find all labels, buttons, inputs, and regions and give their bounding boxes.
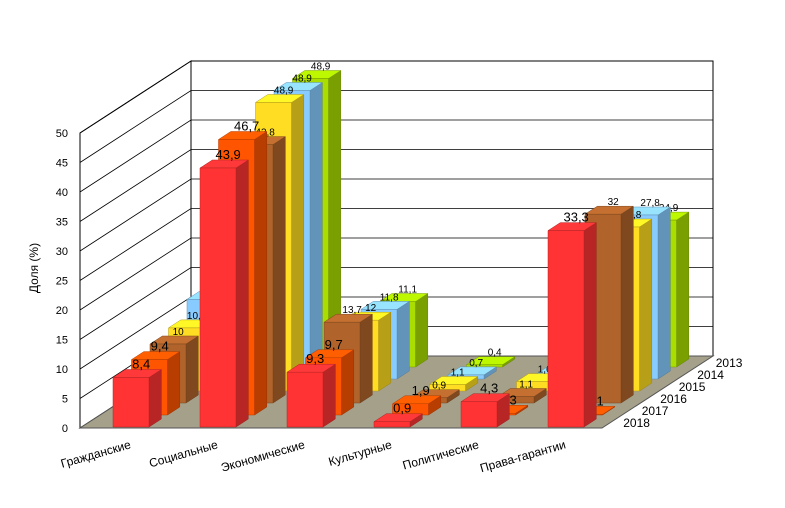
- data-label: 0,9: [393, 401, 411, 416]
- y-axis-label: Доля (%): [27, 243, 41, 293]
- x-axis-categories: Гражданские Социальные Экономические Культу…: [59, 437, 567, 475]
- data-label: 1,9: [412, 383, 430, 398]
- data-label: 1,1: [519, 380, 533, 391]
- y-tick-label: 50: [56, 128, 68, 140]
- category-label: Гражданские: [59, 437, 133, 470]
- data-label: 9,3: [306, 351, 324, 366]
- data-label: 10,7: [187, 311, 207, 322]
- data-label: 32: [608, 197, 620, 208]
- data-label: 48,9: [292, 74, 312, 85]
- y-tick-label: 30: [56, 246, 68, 258]
- y-tick-label: 15: [56, 335, 68, 347]
- data-label: 33,3: [563, 210, 588, 225]
- data-label: 0,7: [469, 358, 483, 369]
- category-label: Культурные: [327, 437, 394, 469]
- y-tick-label: 0: [62, 423, 68, 435]
- data-label: 1,6: [538, 365, 552, 376]
- data-label: 8,4: [132, 356, 150, 371]
- y-tick-label: 5: [62, 394, 68, 406]
- gridline: [79, 178, 713, 252]
- series-label: 2016: [660, 392, 687, 406]
- bars: 48,911,10,424,913,548,911,80,727,810,748…: [112, 62, 690, 428]
- data-label: 11,8: [380, 292, 399, 303]
- series-label: 2017: [642, 404, 669, 418]
- gridlines: [79, 60, 713, 399]
- y-tick-label: 25: [56, 276, 68, 288]
- data-label: 10: [173, 327, 185, 338]
- y-tick-label: 40: [56, 187, 68, 199]
- gridline: [79, 119, 713, 193]
- data-label: 9,4: [151, 339, 169, 354]
- gridline: [79, 90, 713, 163]
- bar: [460, 393, 511, 428]
- series-label: 2013: [716, 356, 743, 370]
- y-tick-label: 35: [56, 217, 68, 229]
- gridline: [79, 60, 713, 134]
- series-label: 2015: [679, 380, 706, 394]
- category-label: Социальные: [147, 437, 219, 470]
- data-label: 4,3: [480, 381, 498, 396]
- bar: [286, 363, 337, 428]
- data-label: 1,1: [451, 368, 465, 379]
- category-label: Экономические: [219, 437, 306, 474]
- data-label: 11,1: [398, 285, 417, 296]
- data-label: 43,9: [215, 147, 240, 162]
- bar: [547, 222, 598, 428]
- data-label: 48,9: [274, 86, 294, 97]
- data-label: 13,7: [342, 305, 362, 316]
- bar: [373, 413, 424, 428]
- bar: [112, 369, 163, 428]
- gridline: [79, 149, 713, 222]
- gridline: [79, 208, 713, 281]
- bar: [199, 159, 250, 428]
- data-label: 46,7: [234, 119, 259, 134]
- bar: [428, 376, 479, 392]
- bar: [465, 356, 516, 368]
- series-label: 2014: [697, 368, 724, 382]
- y-axis-ticks: 0 5 10 15 20 25 30 35 40 45 50: [56, 128, 68, 435]
- category-label: Права-гарантии: [478, 437, 567, 475]
- data-label: 48,9: [311, 62, 331, 73]
- bar: [391, 395, 442, 416]
- series-label: 2018: [623, 416, 650, 430]
- gridline: [79, 237, 713, 311]
- y-tick-label: 45: [56, 158, 68, 170]
- data-label: 27,8: [640, 198, 660, 209]
- data-label: 12: [365, 303, 377, 314]
- data-label: 0,4: [488, 348, 502, 359]
- data-label: 0,9: [432, 381, 446, 392]
- data-label: 9,7: [325, 337, 343, 352]
- y-tick-label: 10: [56, 364, 68, 376]
- category-label: Политические: [401, 437, 481, 472]
- gridline: [79, 267, 713, 340]
- y-tick-label: 20: [56, 305, 68, 317]
